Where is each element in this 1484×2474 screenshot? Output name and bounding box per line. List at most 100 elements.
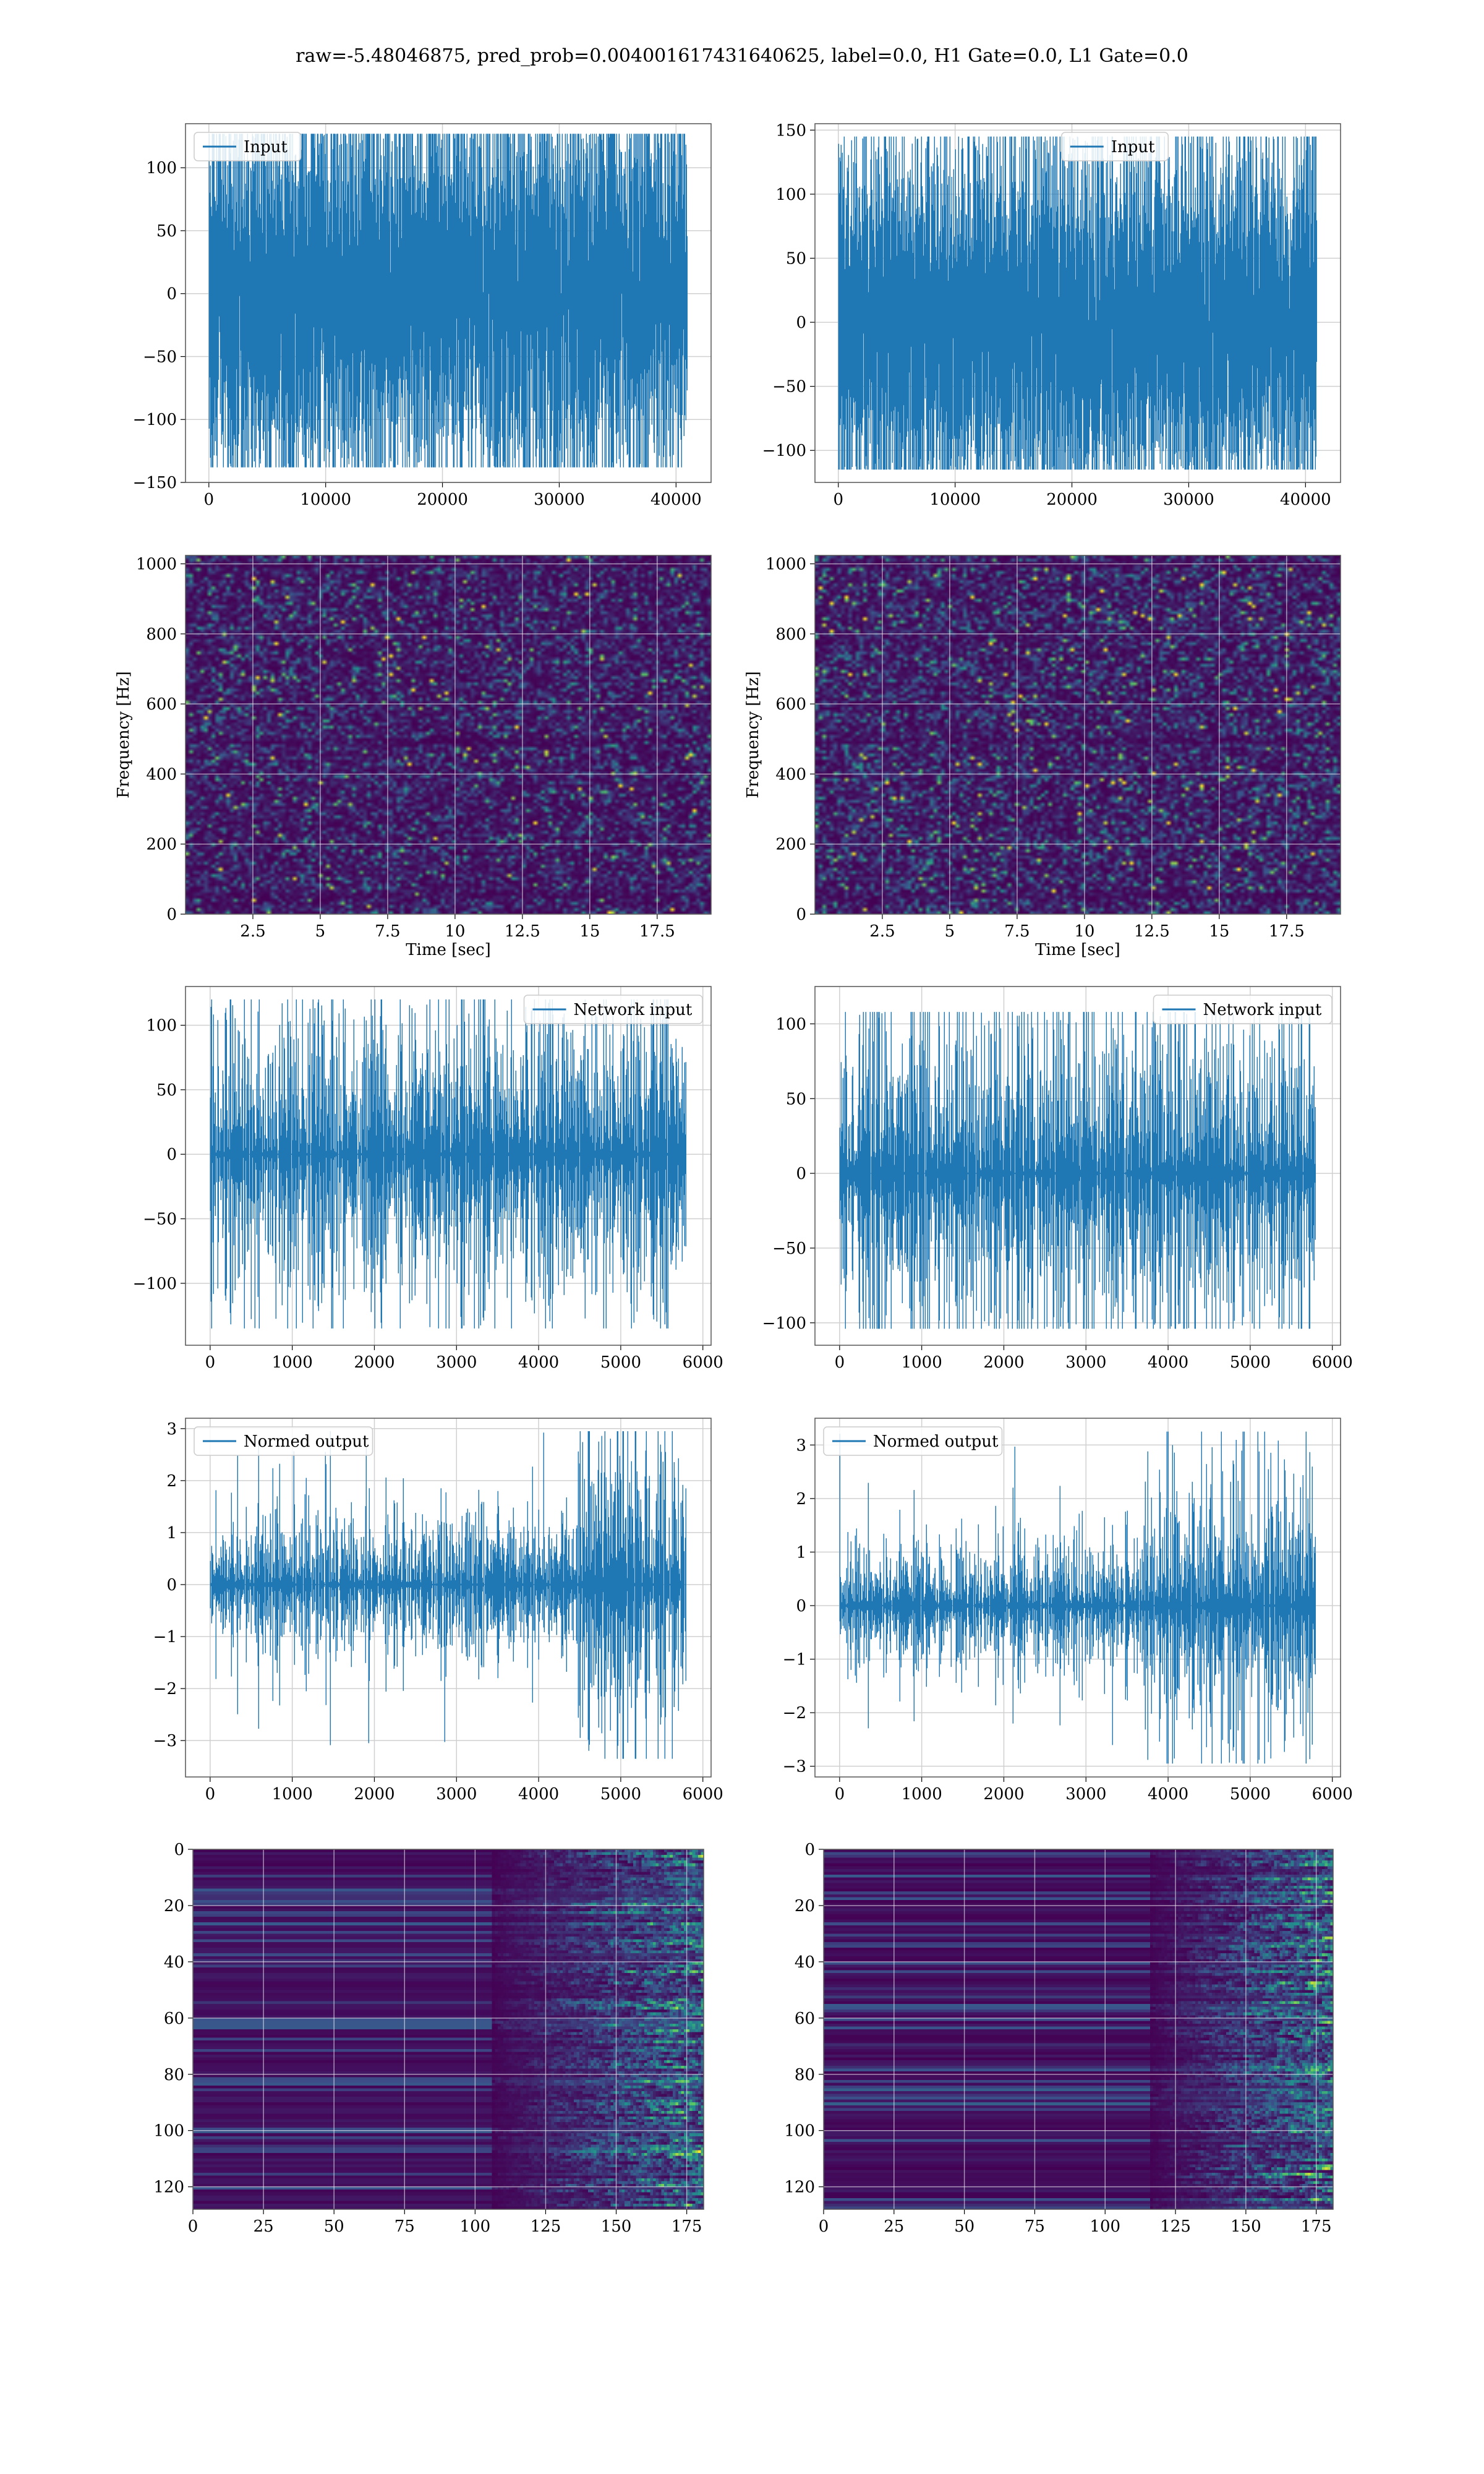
normed-l1-xtick-label-0: 0 — [835, 1785, 845, 1804]
spec-l1-xtick-label-2: 7.5 — [1004, 922, 1030, 941]
network-h1-series-line — [210, 999, 686, 1329]
input-h1-frame — [185, 123, 712, 483]
features-l1-ytick-label-0: 0 — [804, 1841, 815, 1859]
features-l1-xtick-label-4: 100 — [1090, 2217, 1120, 2236]
input-h1-ytick-label-2: −50 — [143, 348, 177, 366]
normed-l1-ytick-label-3: 0 — [796, 1597, 806, 1616]
features-l1-xtick-label-0: 0 — [819, 2217, 829, 2236]
network-h1-xtick-label-4: 4000 — [518, 1353, 559, 1372]
normed-h1-frame — [185, 1418, 712, 1778]
normed-h1-ytick-label-1: −2 — [153, 1680, 177, 1698]
input-h1-xtick-label-1: 10000 — [300, 490, 351, 509]
spec-l1-panel: 2.5 5 7.5 10 12.5 15 17.5 0 200 400 600 800 1000 Time… — [744, 555, 1341, 959]
spec-h1-xtick-label-6: 17.5 — [639, 922, 675, 941]
normed-h1-series-line — [210, 1431, 686, 1759]
input-h1-ytick-label-1: −100 — [133, 411, 177, 429]
normed-l1-xtick-label-6: 6000 — [1312, 1785, 1353, 1804]
spec-l1-xtick-label-6: 17.5 — [1269, 922, 1305, 941]
network-h1-legend-box — [523, 995, 703, 1024]
features-l1-xtick-label-5: 125 — [1160, 2217, 1191, 2236]
features-l1-xtick-label-7: 175 — [1301, 2217, 1332, 2236]
input-h1-ytick-label-0: −150 — [133, 474, 177, 492]
input-h1-series-line — [208, 134, 688, 468]
normed-l1-frame — [814, 1418, 1341, 1778]
network-l1-xtick-label-6: 6000 — [1312, 1353, 1353, 1372]
input-l1-xtick-label-1: 10000 — [929, 490, 981, 509]
normed-h1-ytick-label-4: 1 — [166, 1524, 177, 1543]
spec-h1-ytick-label-2: 400 — [146, 765, 177, 784]
features-l1-xtick-label-1: 25 — [884, 2217, 904, 2236]
normed-l1-ytick-label-4: 1 — [796, 1543, 806, 1562]
spec-l1-grid — [815, 555, 1341, 915]
normed-h1-panel: 0 1000 2000 3000 4000 5000 6000 −3 −2 −1 0 1 2 3 Norme… — [153, 1418, 723, 1804]
features-h1-ytick-label-3: 60 — [164, 2010, 184, 2028]
network-l1-legend-label: Network input — [1203, 1001, 1322, 1019]
network-h1-xtick-label-2: 2000 — [354, 1353, 394, 1372]
figure-title: raw=-5.48046875, pred_prob=0.00400161743… — [296, 45, 1188, 67]
normed-l1-ytick-label-0: −3 — [783, 1758, 806, 1776]
input-h1-ytick-label-3: 0 — [166, 285, 177, 304]
network-h1-frame — [185, 986, 712, 1346]
spec-l1-xtick-label-5: 15 — [1209, 922, 1229, 941]
normed-l1-ytick-label-2: −1 — [783, 1651, 806, 1669]
network-l1-xtick-label-3: 3000 — [1065, 1353, 1106, 1372]
features-h1-frame — [192, 1849, 704, 2210]
normed-h1-ytick-label-5: 2 — [166, 1472, 177, 1491]
spec-h1-xtick-label-2: 7.5 — [375, 922, 400, 941]
network-l1-ytick-label-0: −100 — [762, 1314, 806, 1333]
normed-h1-xtick-label-3: 3000 — [436, 1785, 477, 1804]
input-l1-ytick-label-3: 50 — [786, 250, 806, 268]
features-h1-ytick-label-1: 20 — [164, 1897, 184, 1915]
network-l1-series-line — [839, 1012, 1316, 1329]
spec-l1-ytick-label-5: 1000 — [765, 555, 806, 574]
normed-l1-xtick-label-1: 1000 — [902, 1785, 942, 1804]
features-l1-ytick-label-2: 40 — [795, 1953, 815, 1972]
network-l1-xtick-label-0: 0 — [835, 1353, 845, 1372]
features-l1-ytick-label-5: 100 — [784, 2122, 815, 2141]
features-h1-xtick-label-2: 50 — [324, 2217, 344, 2236]
spec-l1-xtick-label-4: 12.5 — [1134, 922, 1170, 941]
normed-h1-xtick-label-1: 1000 — [272, 1785, 313, 1804]
features-l1-frame — [823, 1849, 1334, 2210]
features-h1-ytick-label-0: 0 — [174, 1841, 184, 1859]
spec-l1-frame — [814, 555, 1341, 915]
network-l1-frame — [814, 986, 1341, 1346]
input-h1-panel: 0 10000 20000 30000 40000 −150 −100 −50 0 50 100 In… — [133, 123, 712, 509]
features-h1-xtick-label-4: 100 — [460, 2217, 491, 2236]
features-h1-panel: 0 25 50 75 100 125 150 175 0 20 40 60 80 100 120 — [153, 1841, 704, 2236]
spec-l1-heatmap-image — [815, 555, 1341, 914]
normed-h1-xtick-label-2: 2000 — [354, 1785, 394, 1804]
features-h1-ytick-label-6: 120 — [153, 2178, 184, 2197]
spec-l1-ytick-label-2: 400 — [775, 765, 806, 784]
input-l1-series-line — [838, 136, 1317, 470]
spec-l1-xtick-label-3: 10 — [1074, 922, 1094, 941]
input-l1-xtick-label-2: 20000 — [1046, 490, 1098, 509]
input-h1-legend-label: Input — [244, 138, 288, 156]
input-h1-legend: Input — [194, 132, 302, 161]
spec-h1-frame — [185, 555, 712, 915]
normed-l1-ytick-label-1: −2 — [783, 1704, 806, 1723]
input-h1-ytick-label-5: 100 — [146, 159, 177, 178]
input-h1-ytick-label-4: 50 — [156, 222, 177, 241]
network-h1-ytick-label-3: 50 — [156, 1081, 177, 1100]
spec-h1-grid — [186, 555, 711, 915]
spec-l1-ytick-label-4: 800 — [775, 625, 806, 644]
network-h1-xtick-label-3: 3000 — [436, 1353, 477, 1372]
spec-h1-ytick-label-5: 1000 — [136, 555, 177, 574]
normed-l1-ytick-label-6: 3 — [796, 1436, 806, 1455]
normed-l1-legend-label: Normed output — [873, 1432, 999, 1451]
features-h1-xtick-label-1: 25 — [254, 2217, 274, 2236]
network-l1-legend: Network input — [1153, 995, 1333, 1024]
features-l1-ytick-label-3: 60 — [795, 2010, 815, 2028]
network-l1-legend-box — [1153, 995, 1333, 1024]
normed-h1-xtick-label-6: 6000 — [683, 1785, 723, 1804]
input-l1-panel: 0 10000 20000 30000 40000 −100 −50 0 50 100 150 Inp… — [762, 121, 1341, 509]
network-h1-legend-label: Network input — [574, 1001, 693, 1019]
spec-h1-xlabel: Time [sec] — [406, 941, 491, 959]
spec-l1-ytick-label-3: 600 — [775, 695, 806, 714]
input-h1-xtick-label-2: 20000 — [417, 490, 468, 509]
network-h1-xtick-label-1: 1000 — [272, 1353, 313, 1372]
spec-h1-ytick-label-0: 0 — [166, 905, 177, 924]
normed-l1-series-line — [839, 1431, 1316, 1764]
features-h1-ytick-label-5: 100 — [153, 2122, 184, 2141]
